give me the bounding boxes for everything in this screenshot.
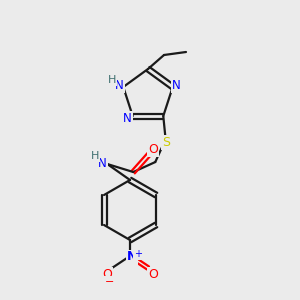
Text: S: S: [162, 136, 170, 148]
Text: H: H: [108, 75, 116, 85]
Text: N: N: [127, 250, 137, 263]
Text: −: −: [105, 277, 115, 287]
Text: +: +: [134, 249, 142, 259]
Text: O: O: [102, 268, 112, 281]
Text: N: N: [115, 80, 124, 92]
Text: O: O: [148, 268, 158, 281]
Text: N: N: [98, 157, 107, 169]
Text: N: N: [123, 112, 132, 124]
Text: N: N: [172, 80, 181, 92]
Text: H: H: [91, 151, 100, 161]
Text: O: O: [148, 142, 158, 155]
